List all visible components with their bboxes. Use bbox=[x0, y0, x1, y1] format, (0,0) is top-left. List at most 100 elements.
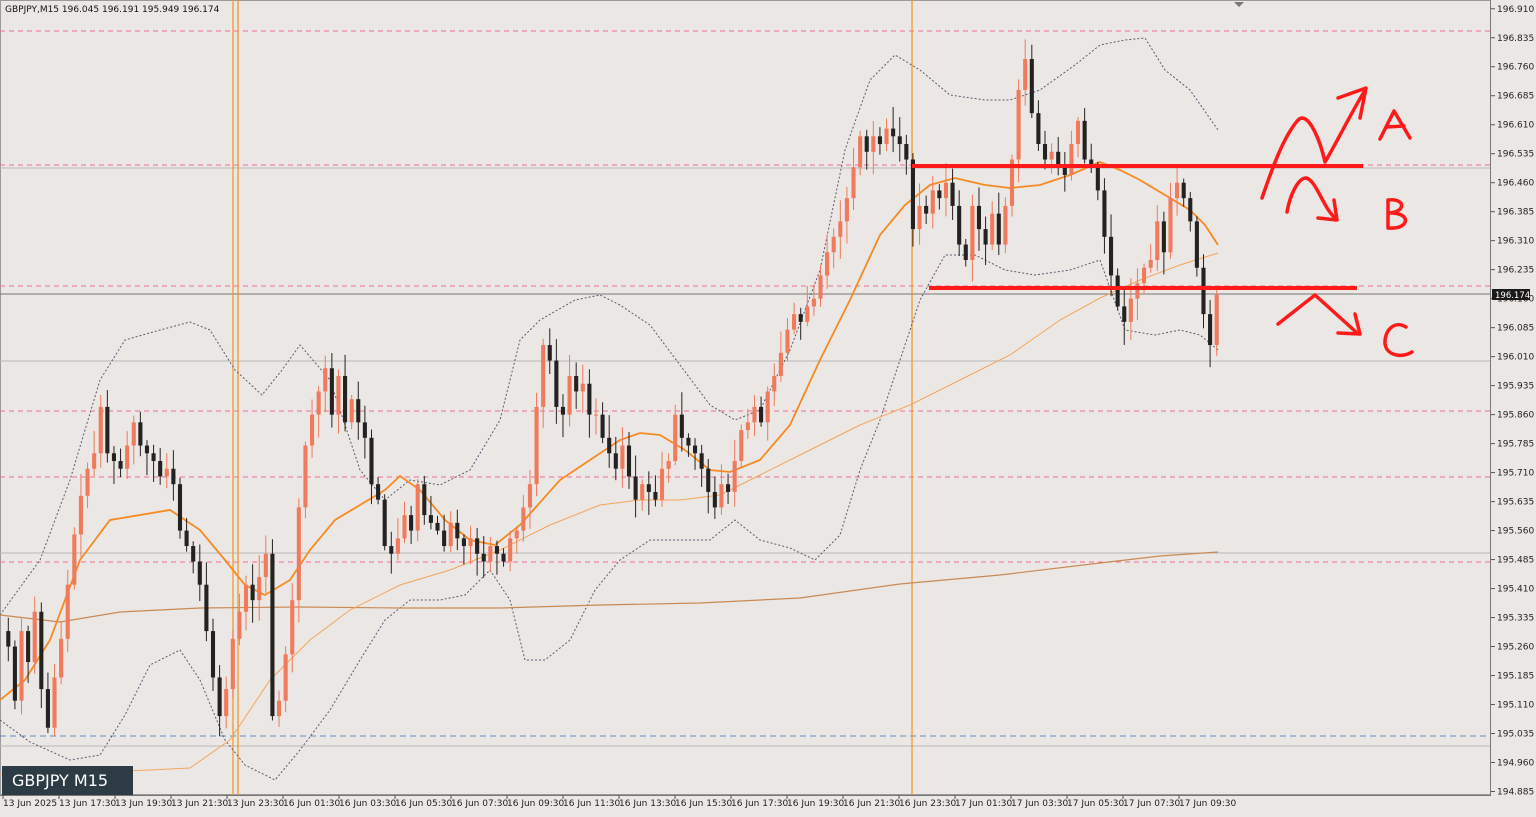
candle bbox=[362, 405, 367, 459]
candle bbox=[917, 183, 922, 245]
candle bbox=[422, 475, 427, 525]
symbol-badge: GBPJPY M15 bbox=[2, 766, 133, 795]
candle bbox=[838, 200, 843, 260]
bull-candle-body bbox=[844, 198, 849, 222]
candle bbox=[567, 354, 572, 427]
bear-candle-body bbox=[138, 422, 143, 446]
y-tick-label: 194.960 bbox=[1497, 759, 1534, 769]
bear-candle-body bbox=[1095, 167, 1100, 191]
bear-candle-body bbox=[706, 468, 711, 492]
bull-candle-body bbox=[943, 182, 949, 199]
bear-candle-body bbox=[560, 406, 566, 415]
candle bbox=[646, 471, 651, 515]
bull-candle-body bbox=[1135, 283, 1140, 299]
candle bbox=[686, 433, 691, 457]
current-price-badge: 196.174 bbox=[1492, 289, 1530, 301]
candle bbox=[435, 515, 440, 535]
bear-candle-body bbox=[626, 445, 632, 477]
bear-candle-body bbox=[996, 213, 1001, 245]
candle bbox=[805, 286, 810, 327]
scenario-c-arrow bbox=[1276, 293, 1358, 334]
x-tick-label: 13 Jun 23:30 bbox=[227, 799, 284, 809]
bull-candle-body bbox=[580, 383, 585, 392]
candle bbox=[798, 307, 803, 340]
bull-candle-body bbox=[659, 468, 665, 500]
bull-candle-body bbox=[98, 406, 103, 454]
candle bbox=[1029, 44, 1034, 119]
y-tick-label: 196.835 bbox=[1497, 34, 1534, 44]
candle bbox=[6, 617, 11, 662]
bull-candle-body bbox=[415, 484, 420, 531]
candle bbox=[488, 537, 493, 573]
candle bbox=[270, 539, 275, 721]
bear-candle-body bbox=[937, 190, 942, 199]
candle bbox=[732, 439, 737, 507]
x-tick-label: 16 Jun 09:30 bbox=[507, 799, 564, 809]
bull-candle-body bbox=[92, 453, 97, 469]
bull-candle-body bbox=[1142, 267, 1147, 284]
bear-candle-body bbox=[1042, 144, 1048, 160]
candle bbox=[310, 399, 315, 458]
candle bbox=[772, 363, 777, 406]
bull-candle-body bbox=[1023, 59, 1028, 90]
y-tick-label: 196.460 bbox=[1497, 179, 1534, 189]
bear-candle-body bbox=[1122, 306, 1127, 322]
bull-candle-body bbox=[224, 689, 229, 717]
candle bbox=[897, 117, 902, 162]
bear-candle-body bbox=[455, 522, 460, 539]
bear-candle-body bbox=[877, 136, 882, 145]
candle bbox=[626, 431, 632, 489]
bull-candle-body bbox=[508, 538, 513, 562]
candle bbox=[613, 436, 618, 481]
candle bbox=[52, 663, 57, 737]
bull-candle-body bbox=[59, 638, 64, 678]
candle bbox=[712, 476, 717, 519]
candle bbox=[877, 127, 882, 155]
y-tick-label: 195.410 bbox=[1497, 585, 1534, 595]
candle bbox=[12, 640, 17, 710]
chart-shift-marker-icon[interactable] bbox=[1234, 2, 1244, 7]
candle bbox=[283, 646, 288, 713]
bear-candle-body bbox=[217, 677, 222, 717]
candle bbox=[950, 168, 955, 220]
bear-candle-body bbox=[39, 611, 44, 690]
candle bbox=[521, 495, 526, 542]
bull-candle-body bbox=[349, 399, 354, 423]
candle bbox=[237, 593, 242, 646]
x-tick-label: 13 Jun 17:30 bbox=[59, 799, 116, 809]
bull-candle-body bbox=[276, 700, 282, 717]
bear-candle-body bbox=[1181, 182, 1186, 199]
bull-candle-body bbox=[52, 677, 57, 728]
bull-candle-body bbox=[593, 414, 599, 416]
bull-candle-body bbox=[838, 221, 843, 237]
bear-candle-body bbox=[976, 205, 982, 230]
bull-candle-body bbox=[990, 213, 995, 245]
candle bbox=[1056, 136, 1061, 176]
candle bbox=[118, 448, 123, 478]
candle bbox=[673, 404, 678, 466]
bull-candle-body bbox=[732, 461, 737, 492]
x-tick-label: 16 Jun 13:30 bbox=[619, 799, 676, 809]
y-tick-label: 194.885 bbox=[1497, 788, 1534, 798]
bear-candle-body bbox=[904, 144, 909, 160]
candle bbox=[937, 184, 942, 210]
bull-candle-body bbox=[65, 584, 70, 639]
candle bbox=[217, 665, 222, 737]
symbol-badge-label: GBPJPY M15 bbox=[12, 771, 108, 790]
candle bbox=[792, 302, 797, 335]
candle bbox=[151, 444, 156, 482]
bear-candle-body bbox=[646, 484, 651, 492]
candle bbox=[1069, 130, 1074, 181]
x-tick-label: 13 Jun 21:30 bbox=[171, 799, 228, 809]
candle bbox=[1168, 182, 1173, 259]
scenario-b-arrow bbox=[1285, 176, 1336, 219]
bear-candle-body bbox=[481, 553, 486, 562]
bear-candle-body bbox=[924, 205, 929, 214]
candle bbox=[831, 228, 836, 269]
candle bbox=[230, 629, 235, 698]
bull-candle-body bbox=[72, 534, 77, 585]
candle bbox=[316, 385, 321, 438]
y-tick-label: 195.935 bbox=[1497, 382, 1534, 392]
bull-candle-body bbox=[567, 375, 572, 415]
